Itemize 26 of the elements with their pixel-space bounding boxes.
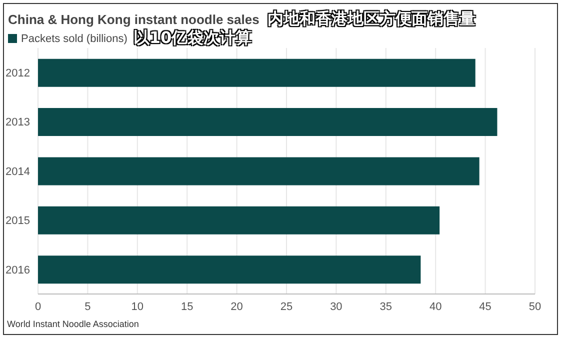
chart-title: China & Hong Kong instant noodle sales [8, 12, 260, 27]
x-tick-label: 5 [84, 300, 91, 313]
x-tick-label: 0 [34, 300, 42, 313]
x-tick-label: 45 [479, 300, 492, 313]
text: 以10亿袋次计算 [133, 28, 252, 49]
y-tick-label: 2012 [6, 68, 30, 80]
bar [38, 256, 421, 284]
x-tick-label: 40 [429, 300, 442, 313]
y-tick-label: 2014 [6, 166, 30, 178]
x-tick-label: 20 [230, 300, 243, 313]
x-tick-label: 35 [380, 300, 392, 313]
y-tick-label: 2016 [6, 264, 30, 276]
y-tick-label: 2015 [6, 215, 30, 228]
x-tick-label: 10 [131, 300, 144, 313]
y-tick-label: 2013 [6, 116, 30, 129]
x-tick-label: 30 [330, 300, 342, 313]
chart-subtitle: 内地和香港地区方便面销售量 [267, 9, 476, 30]
bar [38, 58, 476, 87]
x-tick-label: 15 [180, 300, 194, 313]
text: World Instant Noodle Association [7, 319, 139, 329]
bar [38, 206, 440, 234]
bar [38, 108, 498, 136]
bar [38, 157, 480, 186]
x-tick-label: 25 [280, 300, 293, 313]
x-tick-label: 50 [528, 300, 542, 313]
legend-label: Packets sold (billions) [21, 32, 128, 44]
